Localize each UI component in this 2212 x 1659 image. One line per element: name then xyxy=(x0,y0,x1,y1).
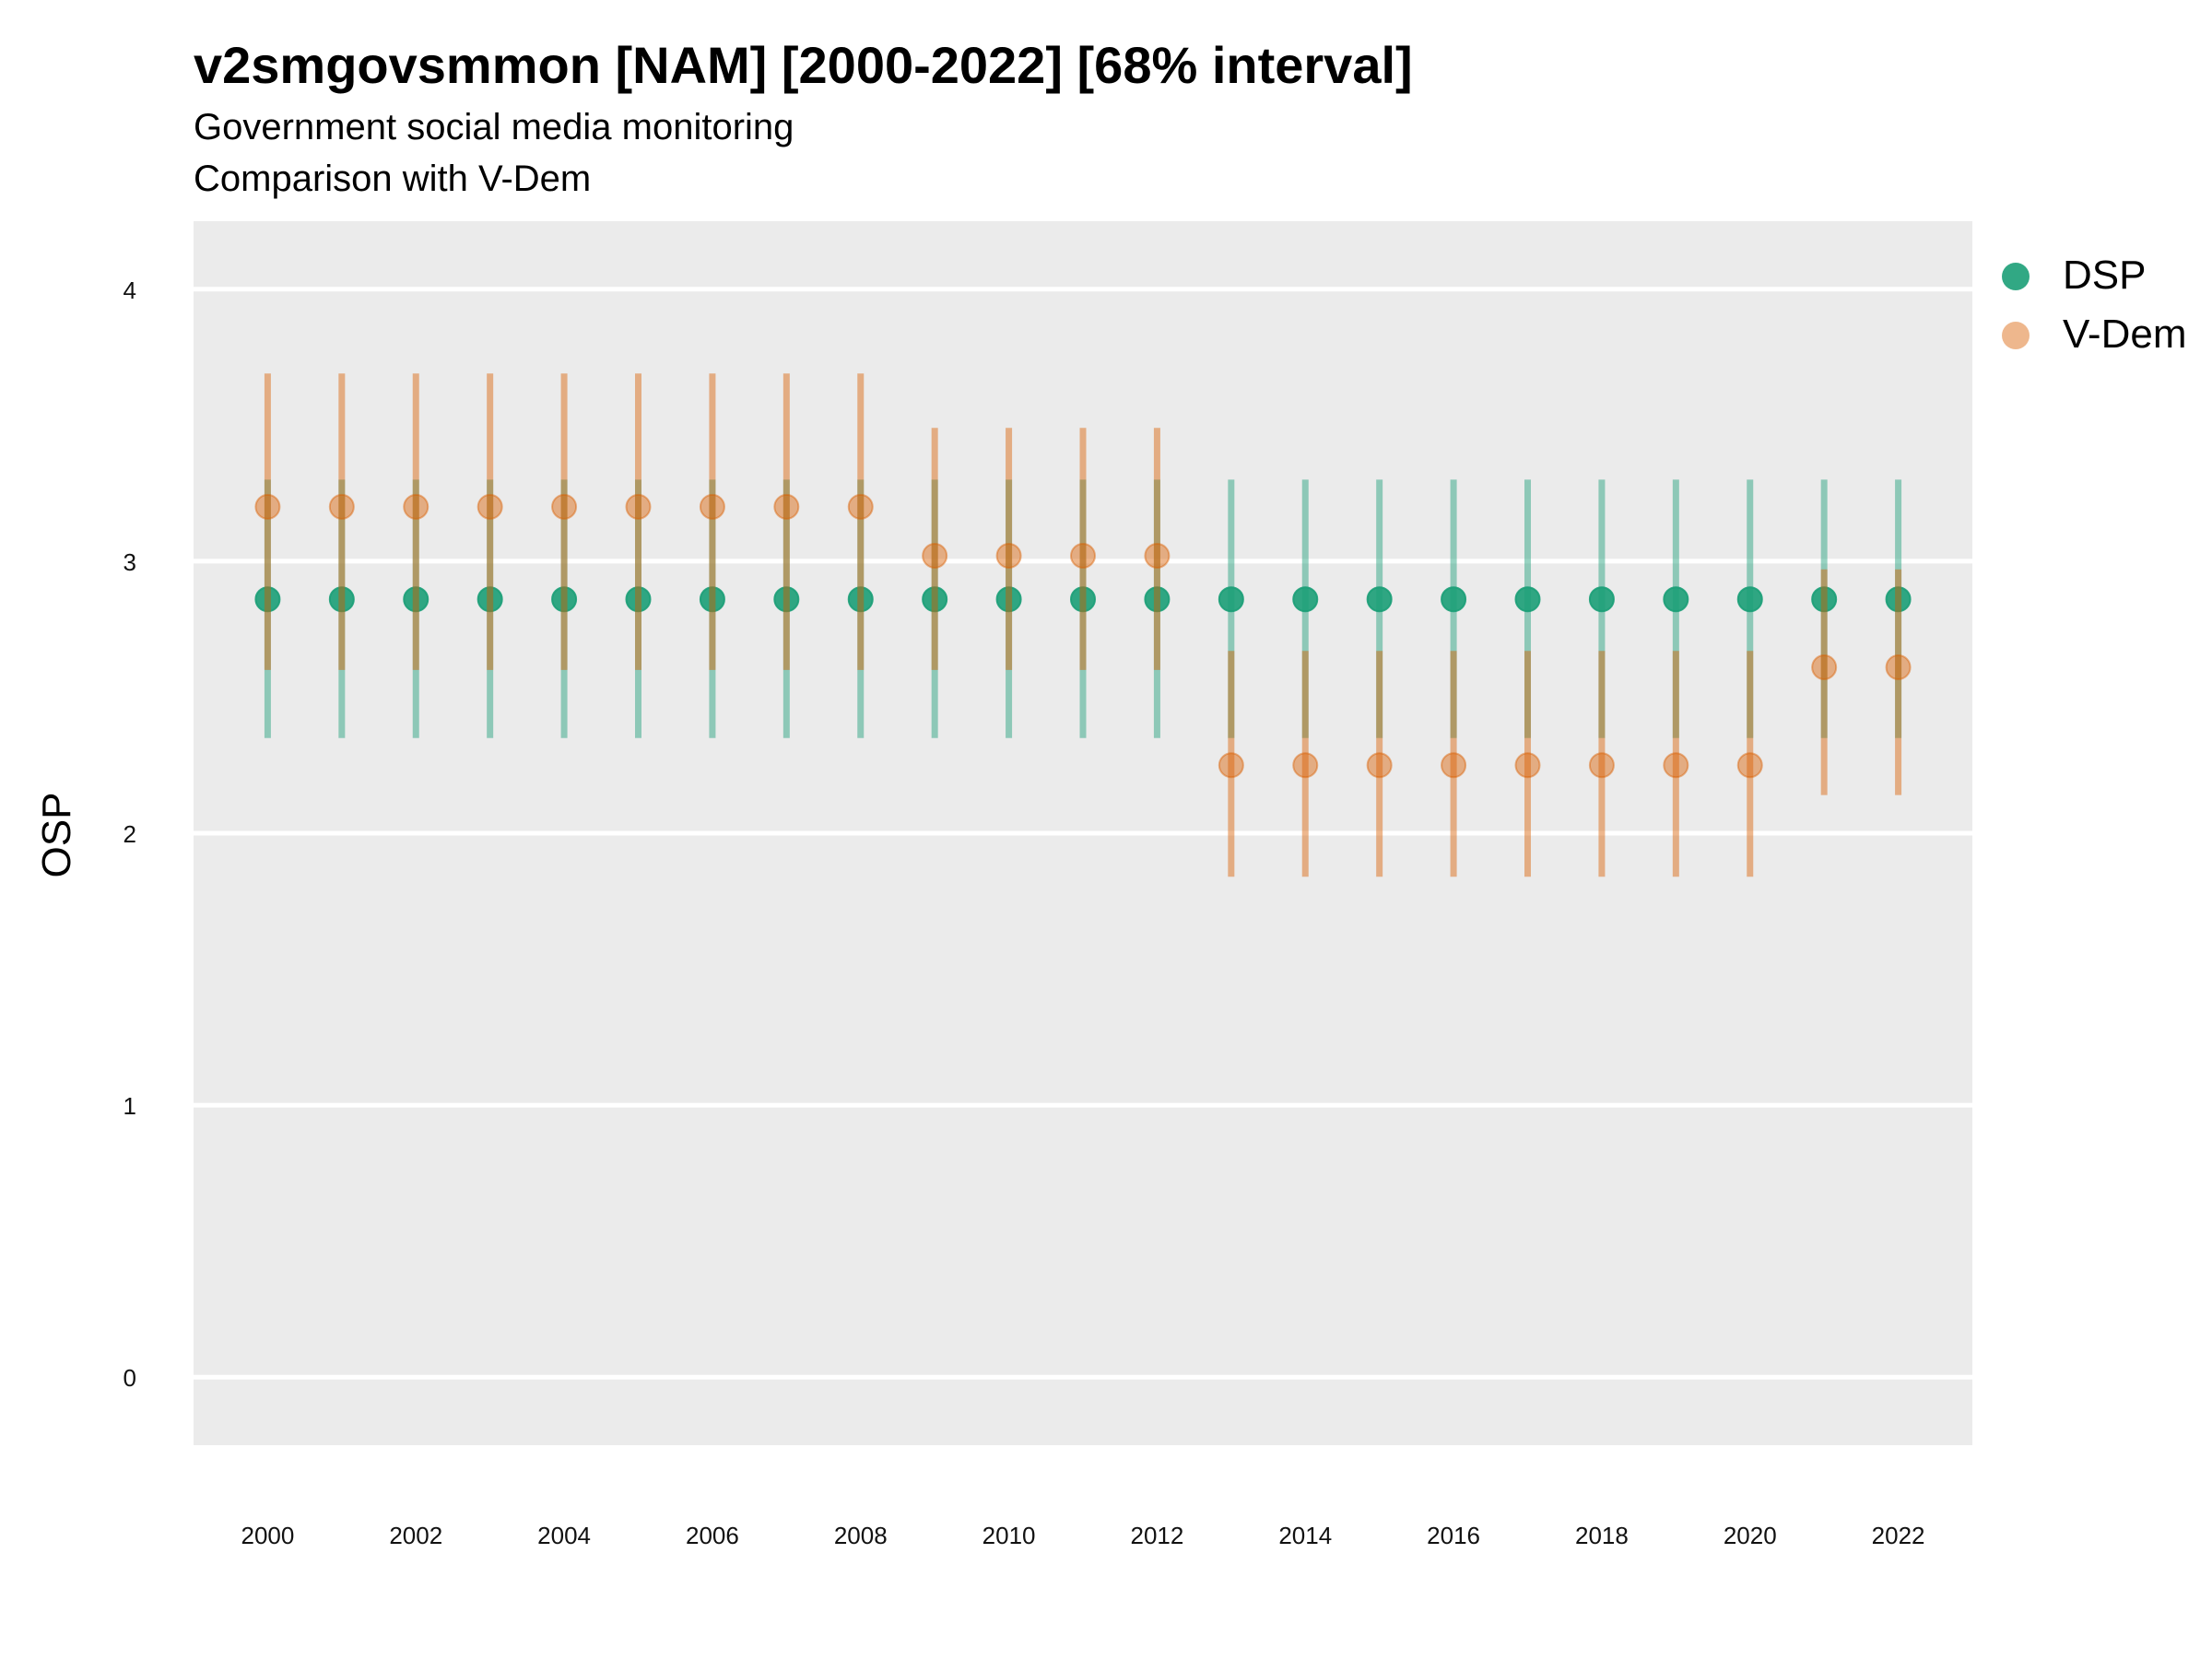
y-tick-label-2: 2 xyxy=(124,820,136,848)
data-point-2000 xyxy=(254,586,281,613)
x-tick-label-2014: 2014 xyxy=(1278,1522,1332,1549)
data-point-2004 xyxy=(551,586,578,613)
data-point-2014 xyxy=(1292,752,1319,779)
y-tick-label-1: 1 xyxy=(124,1092,136,1120)
series-v-dem xyxy=(254,373,1912,877)
data-point-2010 xyxy=(995,586,1022,613)
x-tick-label-2004: 2004 xyxy=(537,1522,591,1549)
y-axis-label: OSP xyxy=(34,793,79,878)
x-tick-label-2002: 2002 xyxy=(389,1522,442,1549)
data-point-2017 xyxy=(1514,752,1541,779)
data-point-2021 xyxy=(1811,653,1838,680)
data-point-2016 xyxy=(1441,752,1467,779)
chart-subtitle: Government social media monitoring xyxy=(194,107,794,147)
data-point-2008 xyxy=(847,586,874,613)
x-tick-label-2008: 2008 xyxy=(834,1522,888,1549)
data-point-2005 xyxy=(625,586,652,613)
grid-lines xyxy=(194,287,1972,1380)
data-point-2010 xyxy=(995,542,1022,569)
data-point-2005 xyxy=(625,493,652,520)
chart-title: v2smgovsmmon [NAM] [2000-2022] [68% inte… xyxy=(194,36,1413,94)
data-point-2011 xyxy=(1070,586,1096,613)
data-point-2020 xyxy=(1736,586,1763,613)
y-tick-label-4: 4 xyxy=(124,276,136,304)
data-point-2019 xyxy=(1663,586,1689,613)
data-point-2022 xyxy=(1885,586,1912,613)
data-point-2013 xyxy=(1218,752,1244,779)
data-point-2000 xyxy=(254,493,281,520)
data-point-2008 xyxy=(847,493,874,520)
x-tick-label-2018: 2018 xyxy=(1575,1522,1629,1549)
data-point-2002 xyxy=(403,493,429,520)
data-point-2022 xyxy=(1885,653,1912,680)
legend-dsp-dot xyxy=(2002,263,2030,290)
data-point-2007 xyxy=(773,493,800,520)
x-tick-label-2016: 2016 xyxy=(1427,1522,1480,1549)
data-point-2004 xyxy=(551,493,578,520)
chart-subtitle-2: Comparison with V-Dem xyxy=(194,159,592,199)
x-tick-label-2012: 2012 xyxy=(1130,1522,1183,1549)
x-tick-label-2020: 2020 xyxy=(1724,1522,1777,1549)
y-tick-labels: 0 1 2 3 4 xyxy=(124,276,136,1392)
data-point-2018 xyxy=(1588,752,1615,779)
data-point-2006 xyxy=(699,586,725,613)
data-point-2012 xyxy=(1144,586,1171,613)
data-point-2021 xyxy=(1811,586,1838,613)
legend-vdem-label: V-Dem xyxy=(2063,312,2187,357)
legend-dsp-label: DSP xyxy=(2063,253,2147,298)
x-tick-label-2000: 2000 xyxy=(241,1522,294,1549)
data-point-2015 xyxy=(1366,752,1393,779)
data-point-2017 xyxy=(1514,586,1541,613)
data-point-2015 xyxy=(1366,586,1393,613)
legend-vdem-dot xyxy=(2002,322,2030,349)
data-point-2019 xyxy=(1663,752,1689,779)
y-tick-label-0: 0 xyxy=(124,1364,136,1392)
y-tick-label-3: 3 xyxy=(124,548,136,576)
data-point-2007 xyxy=(773,586,800,613)
data-point-2018 xyxy=(1588,586,1615,613)
data-point-2016 xyxy=(1441,586,1467,613)
data-point-2003 xyxy=(477,586,503,613)
series-dsp xyxy=(254,479,1912,738)
data-point-2014 xyxy=(1292,586,1319,613)
data-point-2009 xyxy=(922,542,948,569)
data-point-2011 xyxy=(1070,542,1096,569)
series-marks xyxy=(254,373,1912,877)
data-point-2001 xyxy=(328,493,355,520)
data-point-2020 xyxy=(1736,752,1763,779)
data-point-2003 xyxy=(477,493,503,520)
data-point-2001 xyxy=(328,586,355,613)
x-tick-label-2022: 2022 xyxy=(1872,1522,1925,1549)
data-point-2012 xyxy=(1144,542,1171,569)
data-point-2006 xyxy=(699,493,725,520)
x-tick-label-2006: 2006 xyxy=(686,1522,739,1549)
data-point-2002 xyxy=(403,586,429,613)
x-tick-labels: 2000 2002 2004 2006 2008 2010 2012 2014 2016 2018… xyxy=(241,1522,1924,1549)
data-point-2009 xyxy=(922,586,948,613)
data-point-2013 xyxy=(1218,586,1244,613)
x-tick-label-2010: 2010 xyxy=(982,1522,1036,1549)
